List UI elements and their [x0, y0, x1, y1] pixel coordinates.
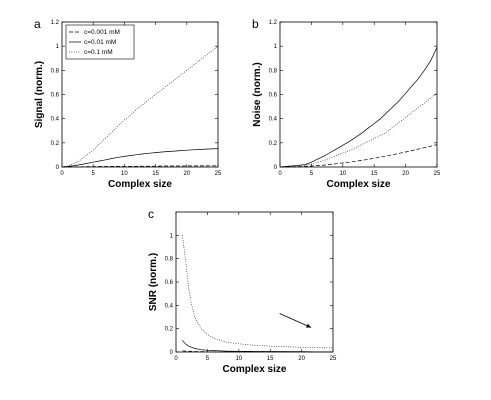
y-tick-label: 1: [274, 44, 278, 50]
y-tick-label: 0.4: [51, 117, 60, 123]
y-axis-label: Signal (norm.): [34, 61, 45, 128]
y-axis-label: Noise (norm.): [252, 62, 263, 126]
x-axis-label: Complex size: [223, 364, 287, 375]
series-line-c-0-1-mm: [61, 45, 219, 168]
x-tick-label: 25: [215, 171, 222, 177]
plot-frame: [175, 211, 334, 353]
series-line-b-0: [280, 144, 438, 168]
x-tick-label: 25: [330, 356, 337, 362]
panel-letter: a: [34, 17, 41, 31]
legend-entry: c=0.1 mM: [84, 49, 113, 56]
y-tick-label: 0.8: [51, 68, 60, 74]
legend-entry: c=0.01 mM: [84, 39, 116, 46]
y-tick-label: 1: [170, 233, 174, 239]
y-tick-label: 0: [274, 165, 278, 171]
x-axis-label: Complex size: [327, 179, 391, 190]
x-tick-label: 15: [152, 171, 159, 177]
y-tick-label: 0: [170, 350, 174, 356]
x-tick-label: 5: [206, 356, 210, 362]
x-tick-label: 10: [339, 171, 346, 177]
x-tick-label: 15: [267, 356, 274, 362]
x-tick-label: 5: [310, 171, 314, 177]
arrow-shaft: [279, 313, 312, 328]
y-tick-label: 0.8: [165, 257, 174, 263]
y-tick-label: 0.2: [269, 141, 278, 147]
y-tick-label: 0.4: [269, 117, 278, 123]
series-line-b-1: [279, 47, 438, 168]
legend-entry: c=0.001 mM: [84, 29, 120, 36]
y-tick-label: 0.2: [51, 141, 60, 147]
y-axis-label: SNR (norm.): [148, 253, 159, 311]
panel-letter: b: [252, 17, 259, 31]
x-tick-label: 10: [235, 356, 242, 362]
series-line-c-2: [182, 350, 333, 353]
x-axis-label: Complex size: [108, 179, 172, 190]
x-tick-label: 20: [298, 356, 305, 362]
y-tick-label: 0.6: [51, 93, 60, 99]
y-tick-label: 0.6: [165, 280, 174, 286]
y-tick-label: 0.8: [269, 68, 278, 74]
x-tick-label: 25: [434, 171, 441, 177]
x-tick-label: 10: [121, 171, 128, 177]
x-tick-label: 0: [60, 171, 64, 177]
panel-b: b 0 5 10 15 20 25 0 0.2 0.4 0.6 0.8 1 1.2 Complex size…: [252, 17, 441, 190]
x-tick-label: 5: [92, 171, 96, 177]
panel-letter: c: [148, 207, 154, 221]
series-line-c-0-01-mm: [61, 148, 219, 168]
arrow-head: [306, 323, 312, 328]
y-tick-label: 1.2: [51, 20, 60, 26]
x-tick-label: 15: [371, 171, 378, 177]
y-tick-label: 0.2: [165, 327, 174, 333]
legend: c=0.001 mM c=0.01 mM c=0.1 mM: [65, 24, 135, 60]
y-tick-label: 1.2: [269, 20, 278, 26]
series-line-c-0: [181, 235, 334, 349]
y-tick-label: 0.6: [269, 93, 278, 99]
panel-c: c 0 5 10 15 20 25 0 0.2 0.4 0.6 0.8 1 Complex size SNR…: [148, 207, 337, 375]
x-tick-label: 0: [174, 356, 178, 362]
series-line-b-2: [279, 93, 438, 168]
series-line-c-0-001-mm: [61, 165, 218, 168]
y-tick-label: 1: [56, 44, 60, 50]
series-line-c-1: [182, 340, 333, 353]
plot-frame: [279, 21, 438, 168]
panel-a: a 0 5 10 15 20 25 0 0.2 0.4 0.6 0.8 1 1.2 Complex size…: [34, 17, 222, 190]
x-tick-label: 20: [183, 171, 190, 177]
x-tick-label: 0: [278, 171, 282, 177]
y-tick-label: 0.4: [165, 303, 174, 309]
y-tick-label: 0: [56, 165, 60, 171]
x-tick-label: 20: [402, 171, 409, 177]
